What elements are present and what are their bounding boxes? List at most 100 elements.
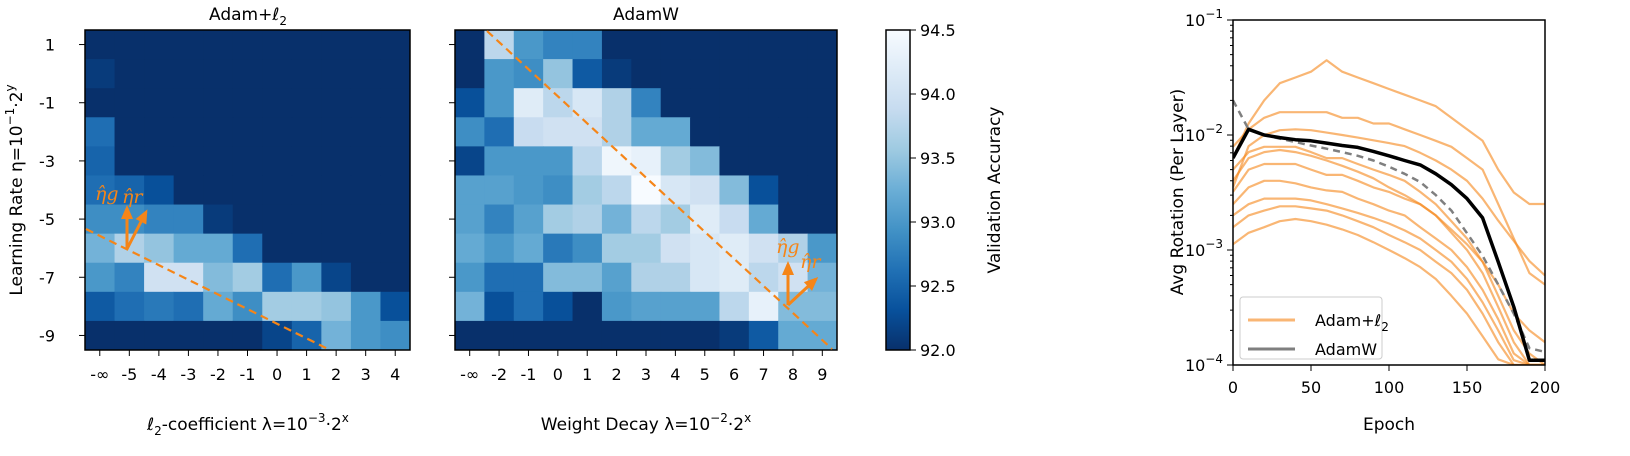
heatmap-cell xyxy=(807,320,838,351)
heatmap-cell xyxy=(484,320,515,351)
x-tick-label: 5 xyxy=(700,365,710,384)
heatmap-cell xyxy=(232,146,263,176)
heatmap-cell xyxy=(380,204,411,235)
heatmap-cell xyxy=(572,88,603,118)
y-tick-label: 10−3 xyxy=(1185,237,1223,260)
heatmap-cell xyxy=(484,117,515,147)
heatmap-cell xyxy=(807,204,838,235)
heatmap-cell xyxy=(748,320,779,351)
heatmap-cell xyxy=(232,175,263,206)
heatmap-cell xyxy=(291,262,322,293)
heatmap-cell xyxy=(660,291,691,322)
heatmap-cell xyxy=(262,262,293,293)
adam-l2-layer-line xyxy=(1233,162,1545,365)
x-tick-label: -∞ xyxy=(90,365,109,384)
x-tick-label: -∞ xyxy=(460,365,479,384)
heatmap-adam-l2-title: Adam+ℓ2 xyxy=(209,5,287,28)
colorbar xyxy=(885,29,911,351)
heatmap-cell xyxy=(513,262,544,293)
heatmap-cell xyxy=(144,175,175,206)
heatmap-cell xyxy=(660,204,691,235)
heatmap-cell xyxy=(144,291,175,322)
y-tick-label: -5 xyxy=(39,210,55,229)
heatmap-cell xyxy=(114,262,145,293)
heatmap-cell xyxy=(291,233,322,264)
heatmap-cell xyxy=(778,59,809,89)
heatmap-cell xyxy=(321,30,352,60)
heatmap-cell xyxy=(380,291,411,322)
heatmap-cell xyxy=(144,117,175,147)
heatmap-cell xyxy=(203,175,234,206)
heatmap-cell xyxy=(543,320,574,351)
heatmap-cell xyxy=(572,204,603,235)
heatmap-cell xyxy=(350,146,381,176)
heatmap-cell xyxy=(350,117,381,147)
heatmap-adam-l2-x-axis-label: ℓ2-coefficient λ=10−3·2x xyxy=(146,411,349,438)
colorbar-tick-label: 92.0 xyxy=(920,341,956,360)
heatmap-adam-l2: -∞ -5 -4 -3 -2 -1 0 1 2 3 41-1-3-5-7-9η̂g η̂r xyxy=(39,29,411,384)
adam-l2-layer-line xyxy=(1233,59,1545,206)
heatmap-cell xyxy=(321,320,352,351)
heatmap-cell xyxy=(232,291,263,322)
heatmap-cell xyxy=(173,30,204,60)
heatmap-cell xyxy=(601,291,632,322)
heatmap-cell xyxy=(232,204,263,235)
x-tick-label: 0 xyxy=(1228,378,1238,397)
heatmap-cell xyxy=(85,262,116,293)
heatmap-cell xyxy=(513,30,544,60)
optimal-ridge-dashed-line xyxy=(486,30,833,350)
heatmap-cell xyxy=(85,146,116,176)
heatmap-cell xyxy=(380,175,411,206)
adam-l2-layer-line xyxy=(1233,111,1545,286)
heatmap-cell xyxy=(601,88,632,118)
heatmap-cell xyxy=(484,30,515,60)
heatmap-cell xyxy=(291,320,322,351)
heatmap-cell xyxy=(543,175,574,206)
heatmap-cell xyxy=(807,233,838,264)
heatmap-cell xyxy=(85,30,116,60)
heatmap-cell xyxy=(203,88,234,118)
heatmap-cell xyxy=(380,146,411,176)
heatmap-cell xyxy=(690,204,720,235)
heatmap-cell xyxy=(291,204,322,235)
heatmap-cell xyxy=(660,175,691,206)
heatmap-cell xyxy=(350,88,381,118)
heatmap-cell xyxy=(748,233,779,264)
heatmap-cell xyxy=(232,59,263,89)
heatmap-cell xyxy=(572,30,603,60)
heatmap-cell xyxy=(321,233,352,264)
heatmap-cell xyxy=(232,117,263,147)
adam-l2-layer-line xyxy=(1233,197,1545,365)
heatmap-cell xyxy=(380,59,411,89)
heatmap-cell xyxy=(321,262,352,293)
heatmap-cell xyxy=(455,233,485,264)
heatmap-cell xyxy=(807,88,838,118)
eta-g-arrow-icon-head xyxy=(782,261,794,275)
eta-r-label: η̂r xyxy=(800,251,822,273)
heatmap-cell xyxy=(660,59,691,89)
heatmap-cell xyxy=(719,262,750,293)
colorbar-tick-label: 93.0 xyxy=(920,213,956,232)
heatmap-cell xyxy=(484,204,515,235)
heatmap-cell xyxy=(748,117,779,147)
heatmap-cell xyxy=(291,175,322,206)
x-tick-label: 150 xyxy=(1452,378,1483,397)
heatmap-cell xyxy=(748,59,779,89)
heatmap-cell xyxy=(690,88,720,118)
y-tick-label: 10−1 xyxy=(1185,7,1223,30)
line-series-group xyxy=(1233,59,1545,365)
line-chart-x-axis-label: Epoch xyxy=(1363,415,1415,435)
heatmap-cell xyxy=(513,204,544,235)
heatmap-cell xyxy=(631,30,662,60)
heatmap-cell xyxy=(660,30,691,60)
heatmap-cell xyxy=(350,59,381,89)
heatmap-cell xyxy=(778,30,809,60)
heatmap-cell xyxy=(173,291,204,322)
heatmap-cell xyxy=(778,233,809,264)
heatmap-cell xyxy=(513,175,544,206)
heatmap-cell xyxy=(455,59,485,89)
y-tick-label: -7 xyxy=(39,268,55,287)
heatmap-cell xyxy=(455,262,485,293)
heatmap-cell xyxy=(601,30,632,60)
